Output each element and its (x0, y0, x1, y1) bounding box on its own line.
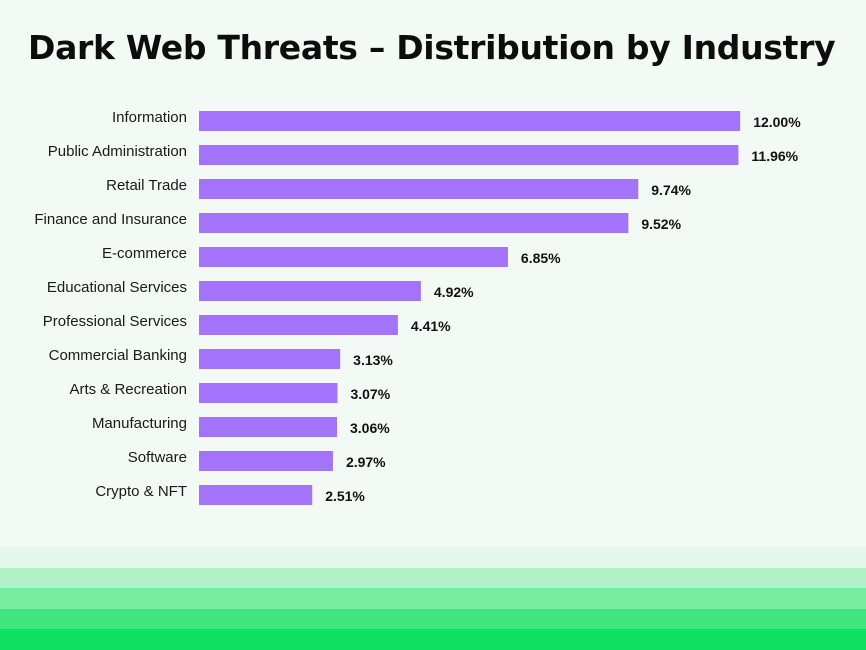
value-label: 2.97% (346, 454, 386, 470)
stripe-5 (0, 629, 866, 650)
category-label: Crypto & NFT (95, 483, 187, 500)
stripe-1 (0, 547, 866, 568)
category-label: Professional Services (43, 313, 187, 330)
category-label: E-commerce (102, 245, 187, 262)
value-label: 3.13% (353, 352, 393, 368)
bar (199, 451, 333, 471)
stripe-2 (0, 567, 866, 589)
category-label: Information (112, 109, 187, 126)
value-label: 2.51% (325, 488, 365, 504)
bar-chart: Information 12.00% Public Administration 11… (34, 109, 801, 505)
value-label: 4.92% (434, 284, 474, 300)
stripe-3 (0, 588, 866, 609)
category-label: Software (128, 449, 187, 466)
value-label: 3.07% (350, 386, 390, 402)
value-label: 3.06% (350, 420, 390, 436)
value-label: 11.96% (751, 148, 798, 164)
bar (199, 417, 338, 437)
chart-title: Dark Web Threats – Distribution by Indus… (28, 28, 836, 67)
bar (199, 315, 398, 335)
bar (199, 485, 313, 505)
bar (199, 213, 629, 233)
value-label: 9.52% (641, 216, 681, 232)
bar (199, 145, 739, 165)
category-label: Manufacturing (92, 415, 187, 432)
category-label: Commercial Banking (49, 347, 187, 364)
bar (199, 281, 421, 301)
category-label: Retail Trade (106, 177, 187, 194)
value-label: 6.85% (521, 250, 561, 266)
value-label: 12.00% (753, 114, 801, 130)
bar (199, 179, 639, 199)
category-label: Public Administration (48, 143, 187, 160)
bar (199, 111, 741, 131)
bar (199, 349, 341, 369)
category-label: Arts & Recreation (69, 381, 187, 398)
value-label: 9.74% (651, 182, 691, 198)
category-label: Educational Services (47, 279, 187, 296)
stripe-4 (0, 608, 866, 630)
bar (199, 383, 338, 403)
bar (199, 247, 508, 267)
decorative-stripes (0, 547, 866, 650)
category-label: Finance and Insurance (34, 211, 187, 228)
value-label: 4.41% (411, 318, 451, 334)
